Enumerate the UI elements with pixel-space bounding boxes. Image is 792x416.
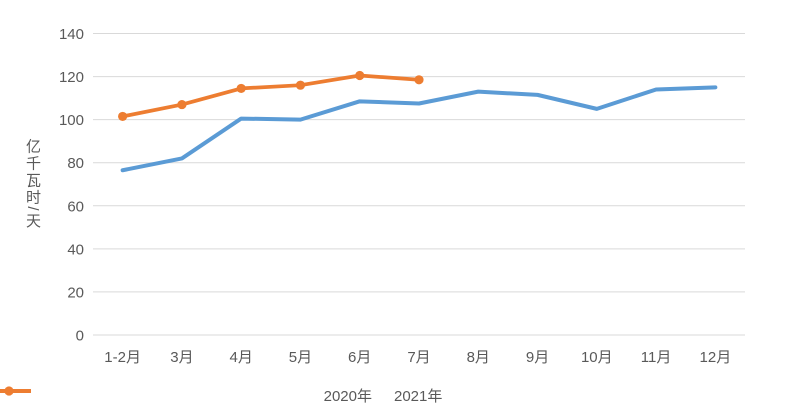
x-axis-tick-label: 12月 [700, 349, 732, 366]
y-axis-tick-label: 0 [76, 328, 84, 345]
legend-label: 2020年 [323, 388, 372, 405]
data-point-marker-2021年 [355, 70, 365, 81]
legend-item-2020年: 2020年 [0, 385, 372, 406]
x-axis-tick-label: 7月 [407, 349, 430, 366]
series-line-2020年 [120, 85, 718, 173]
legend-label: 2021年 [394, 388, 443, 405]
x-axis-tick-label: 6月 [348, 349, 371, 366]
x-axis-tick-label: 4月 [230, 349, 253, 366]
x-axis-tick-label: 8月 [467, 349, 490, 366]
y-axis-tick-label: 120 [59, 69, 84, 86]
y-axis-tick-label: 20 [67, 284, 84, 301]
chart-legend: 2020年 2021年 [0, 385, 779, 406]
x-axis-tick-label: 1-2月 [104, 349, 141, 366]
y-axis-tick-label: 80 [67, 155, 84, 172]
data-point-marker-2021年 [118, 111, 128, 122]
series-line-2021年 [120, 73, 421, 119]
legend-item-2021年: 2021年 [0, 385, 443, 406]
x-axis-tick-label: 5月 [289, 349, 312, 366]
y-axis-tick-label: 100 [59, 112, 84, 129]
y-axis-tick-label: 60 [67, 198, 84, 215]
x-axis-tick-label: 9月 [526, 349, 549, 366]
x-axis-tick-label: 11月 [641, 349, 672, 366]
data-point-marker-2021年 [236, 83, 246, 94]
y-axis-title: 亿千瓦时/天 [24, 138, 41, 230]
legend-line-sample-icon [0, 386, 31, 396]
data-point-marker-2021年 [295, 80, 306, 90]
data-point-marker-2021年 [414, 75, 424, 85]
data-point-marker-2021年 [177, 99, 187, 110]
x-axis-tick-label: 3月 [170, 349, 193, 366]
x-axis-tick-label: 10月 [581, 349, 613, 366]
y-axis-tick-label: 40 [67, 241, 84, 258]
y-axis-tick-label: 140 [59, 26, 84, 43]
legend-marker-icon [4, 386, 14, 396]
